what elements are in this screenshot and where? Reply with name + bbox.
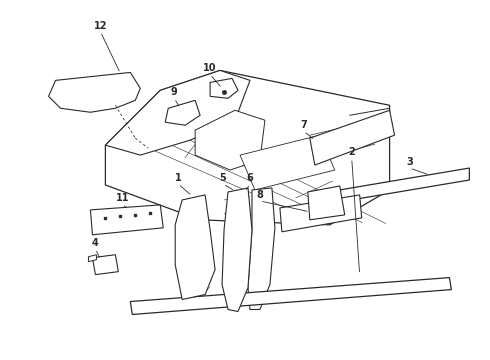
Text: 3: 3: [406, 157, 413, 167]
Text: 7: 7: [300, 120, 307, 130]
Polygon shape: [310, 110, 394, 165]
Text: 1: 1: [175, 173, 182, 183]
Polygon shape: [280, 195, 362, 232]
Polygon shape: [308, 186, 345, 220]
Text: 4: 4: [92, 238, 99, 248]
Polygon shape: [222, 188, 252, 311]
Text: 12: 12: [94, 21, 107, 31]
Polygon shape: [248, 188, 275, 310]
Polygon shape: [91, 205, 163, 235]
Polygon shape: [89, 255, 97, 262]
Text: 11: 11: [116, 193, 129, 203]
Polygon shape: [240, 135, 335, 190]
Text: 5: 5: [220, 173, 226, 183]
Polygon shape: [165, 100, 200, 125]
Polygon shape: [105, 71, 390, 225]
Polygon shape: [49, 72, 140, 112]
Text: 10: 10: [203, 63, 217, 73]
Text: 9: 9: [171, 87, 177, 97]
Polygon shape: [210, 78, 238, 98]
Polygon shape: [105, 71, 250, 155]
Text: 2: 2: [348, 147, 355, 157]
Polygon shape: [195, 110, 265, 170]
Polygon shape: [93, 255, 119, 275]
Text: 6: 6: [246, 173, 253, 183]
Text: 8: 8: [257, 190, 264, 200]
Polygon shape: [310, 168, 469, 207]
Polygon shape: [175, 195, 215, 300]
Polygon shape: [130, 278, 451, 315]
